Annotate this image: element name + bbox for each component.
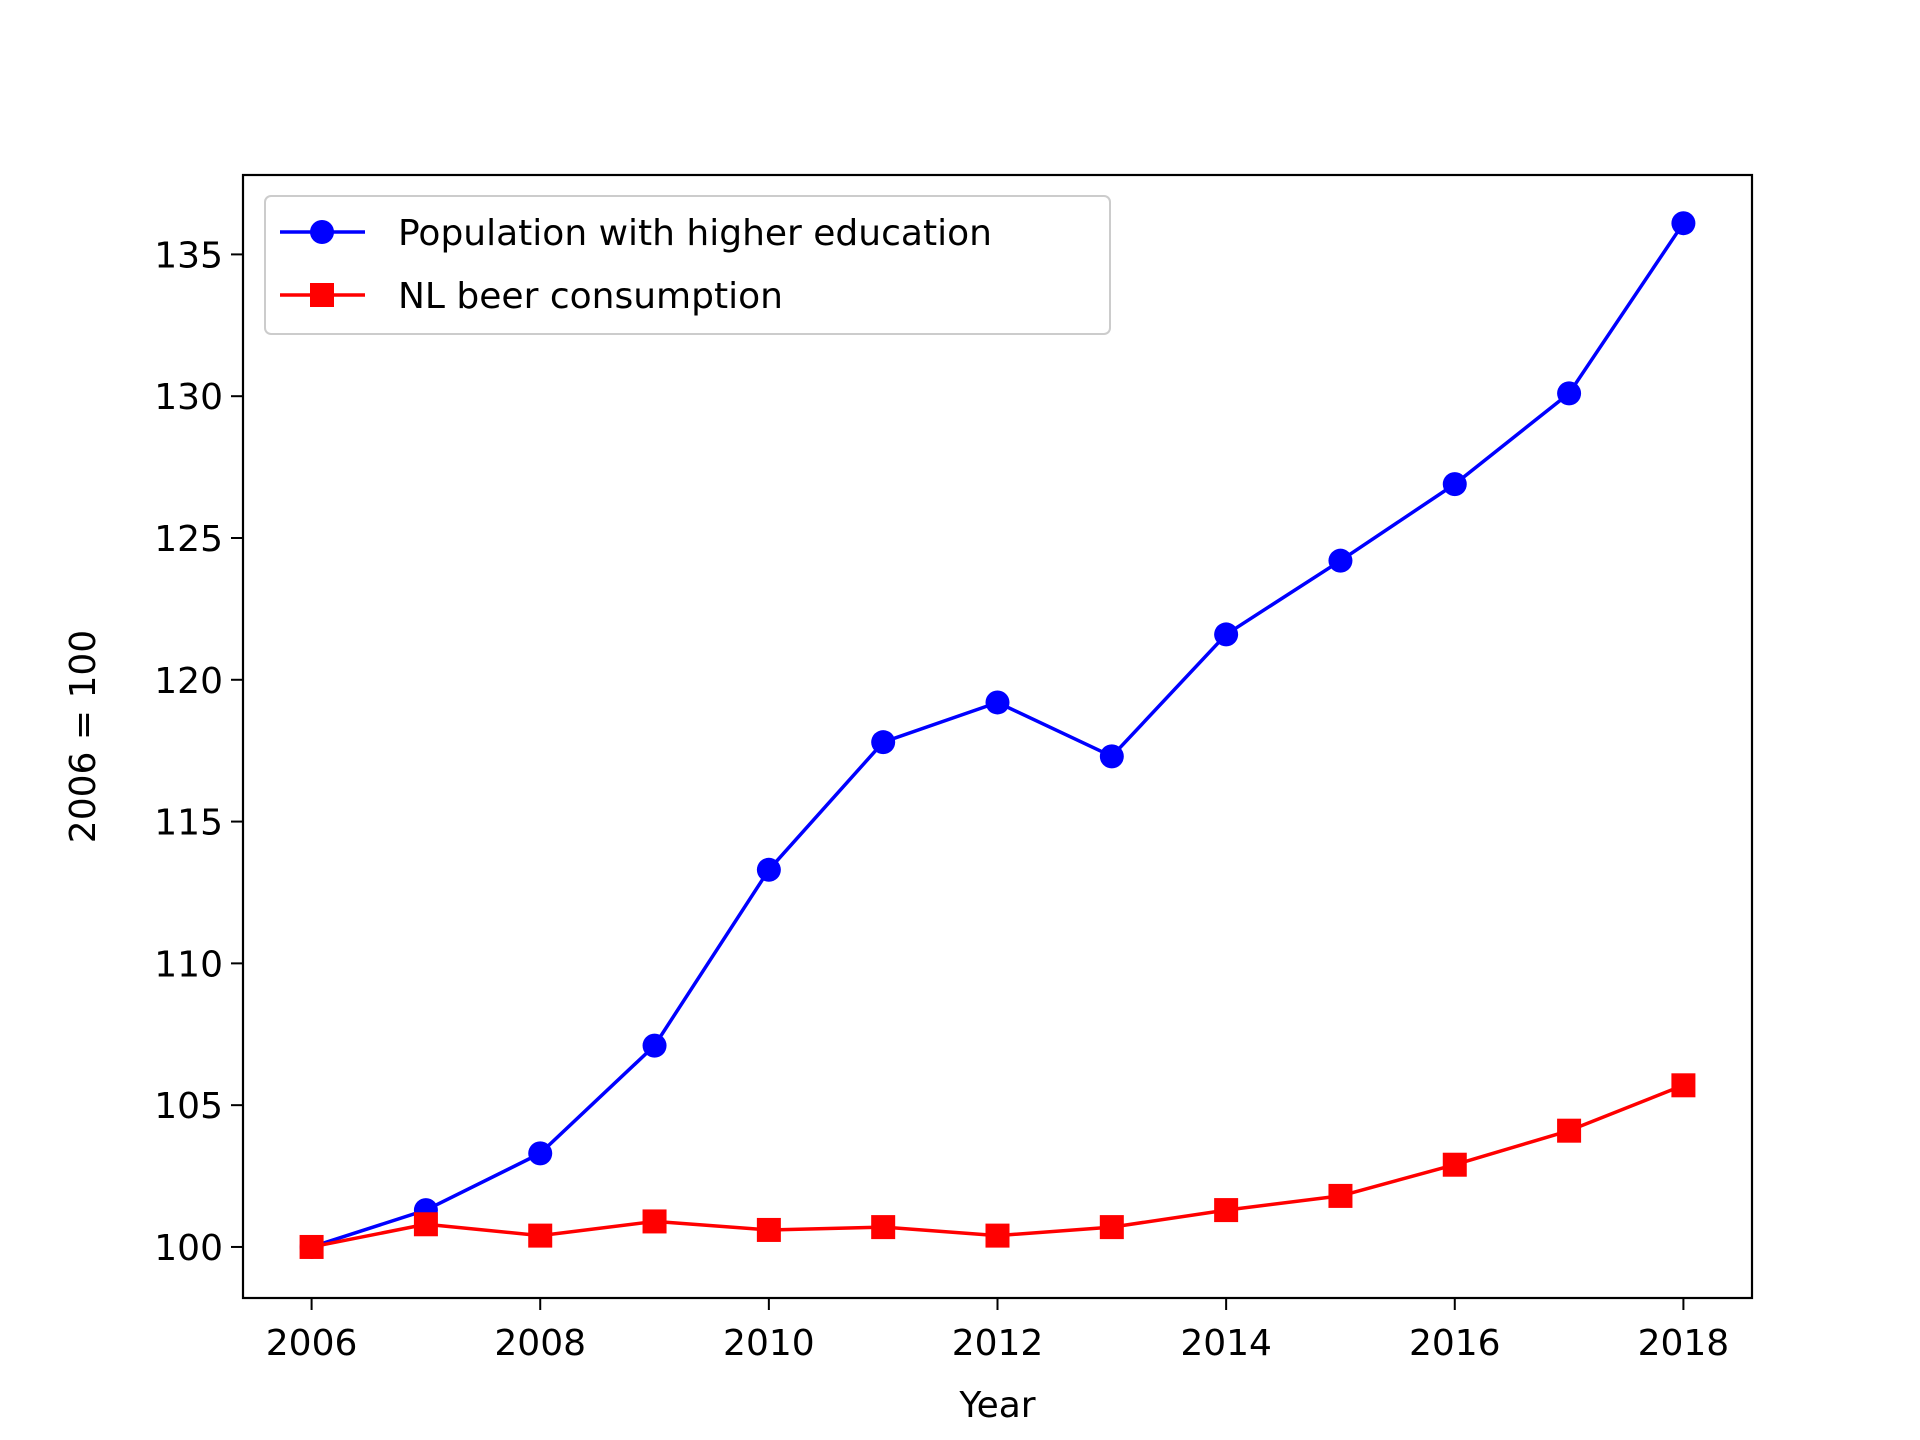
data-point-population-2008 <box>528 1141 553 1166</box>
data-point-population-2017 <box>1557 381 1582 406</box>
x-axis: 2006 2008 2010 2012 2014 2016 2018 <box>266 1298 1729 1364</box>
y-tick-label-125: 125 <box>154 519 223 560</box>
y-tick-label-115: 115 <box>154 803 223 844</box>
y-axis: 100 105 110 115 120 125 130 135 <box>154 235 243 1269</box>
data-point-beer-2007 <box>413 1212 438 1237</box>
data-point-population-2016 <box>1442 472 1467 497</box>
data-point-population-2014 <box>1214 622 1239 647</box>
x-tick-label-2008: 2008 <box>494 1323 586 1364</box>
x-tick-label-2006: 2006 <box>266 1323 358 1364</box>
data-point-beer-2017 <box>1557 1118 1582 1143</box>
y-tick-label-105: 105 <box>154 1086 223 1127</box>
data-point-beer-2016 <box>1442 1152 1467 1177</box>
data-point-population-2018 <box>1671 211 1696 236</box>
y-tick-label-120: 120 <box>154 661 223 702</box>
data-point-beer-2018 <box>1671 1073 1696 1098</box>
data-point-beer-2006 <box>299 1234 324 1259</box>
data-point-beer-2015 <box>1328 1183 1353 1208</box>
data-point-beer-2009 <box>642 1209 667 1234</box>
legend-entry-population: Population with higher education <box>398 213 992 254</box>
data-point-beer-2008 <box>528 1223 553 1248</box>
x-tick-label-2018: 2018 <box>1638 1323 1730 1364</box>
x-tick-label-2014: 2014 <box>1180 1323 1272 1364</box>
x-tick-label-2010: 2010 <box>723 1323 815 1364</box>
data-point-beer-2010 <box>756 1217 781 1242</box>
legend-box <box>264 195 1111 335</box>
data-point-population-2015 <box>1328 548 1353 573</box>
data-point-beer-2011 <box>871 1215 896 1240</box>
y-tick-label-110: 110 <box>154 944 223 985</box>
x-tick-label-2016: 2016 <box>1409 1323 1501 1364</box>
data-point-population-2009 <box>642 1033 667 1058</box>
data-point-population-2010 <box>756 857 781 882</box>
y-tick-label-135: 135 <box>154 235 223 276</box>
legend-marker-population <box>310 220 334 244</box>
legend-marker-beer <box>310 283 334 307</box>
y-axis-label: 2006 = 100 <box>63 630 104 843</box>
data-point-population-2011 <box>871 730 896 755</box>
x-axis-label: Year <box>958 1385 1035 1426</box>
legend: Population with higher education NL beer… <box>264 195 1111 335</box>
data-point-beer-2014 <box>1214 1198 1239 1223</box>
x-tick-label-2012: 2012 <box>952 1323 1044 1364</box>
data-point-beer-2012 <box>985 1223 1010 1248</box>
legend-entry-beer: NL beer consumption <box>398 276 783 317</box>
y-tick-label-130: 130 <box>154 377 223 418</box>
data-point-population-2012 <box>985 690 1010 715</box>
data-point-beer-2013 <box>1099 1215 1124 1240</box>
series-layer <box>299 211 1696 1259</box>
y-tick-label-100: 100 <box>154 1228 223 1269</box>
data-point-population-2013 <box>1099 744 1124 769</box>
